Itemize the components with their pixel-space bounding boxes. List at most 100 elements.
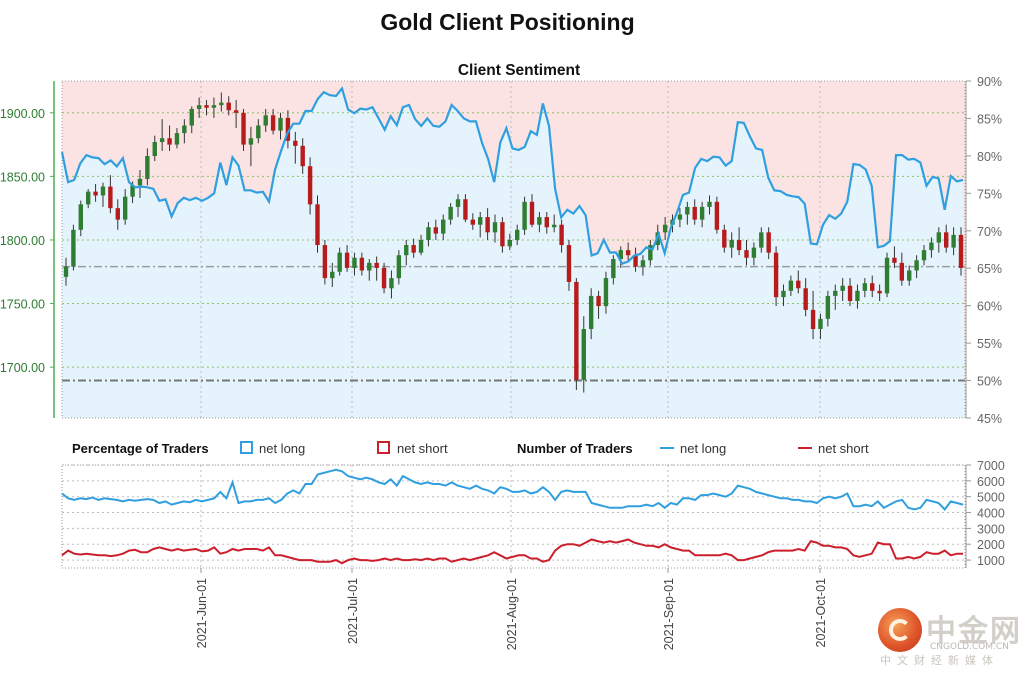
candle-body bbox=[648, 245, 653, 261]
candle-body bbox=[685, 206, 690, 215]
candle-body bbox=[233, 110, 239, 113]
candle-body bbox=[463, 199, 468, 220]
candle-body bbox=[241, 112, 246, 145]
candle-body bbox=[810, 309, 816, 329]
candle-body bbox=[936, 232, 942, 243]
candle-body bbox=[596, 295, 601, 307]
candle-body bbox=[603, 278, 609, 307]
legend-net-short-pct-swatch bbox=[377, 441, 390, 454]
candle-body bbox=[640, 260, 646, 267]
candle-body bbox=[907, 270, 912, 281]
candle-body bbox=[537, 217, 542, 225]
candle-body bbox=[759, 232, 764, 248]
candle-body bbox=[352, 257, 357, 268]
date-tick-label: 2021-Jun-01 bbox=[195, 578, 209, 648]
candle-body bbox=[122, 196, 128, 220]
candle-body bbox=[167, 138, 172, 145]
candle-body bbox=[174, 133, 180, 145]
candle-body bbox=[485, 217, 490, 233]
candle-body bbox=[293, 140, 298, 146]
candle-body bbox=[470, 219, 476, 225]
candle-body bbox=[921, 250, 927, 261]
candle-body bbox=[196, 105, 202, 109]
price-tick-label: 1900.00 bbox=[0, 107, 45, 121]
candle-body bbox=[315, 204, 320, 246]
legend-net-long-pct-label: net long bbox=[259, 441, 305, 456]
candle-body bbox=[892, 257, 897, 263]
candle-body bbox=[367, 262, 372, 271]
date-tick-label: 2021-Aug-01 bbox=[505, 578, 519, 650]
candle-body bbox=[85, 191, 91, 205]
candle-body bbox=[404, 245, 409, 256]
candle-body bbox=[71, 229, 76, 267]
candle-body bbox=[773, 252, 779, 298]
candle-body bbox=[551, 224, 557, 228]
candle-body bbox=[278, 117, 283, 131]
candle-body bbox=[544, 217, 549, 228]
candle-body bbox=[145, 156, 150, 179]
net-short-count-line bbox=[61, 538, 963, 565]
candle-body bbox=[108, 186, 113, 209]
page-title: Gold Client Positioning bbox=[380, 9, 635, 35]
candle-body bbox=[441, 219, 446, 234]
count-tick-label: 6000 bbox=[977, 475, 1005, 489]
candle-body bbox=[707, 201, 712, 207]
candle-body bbox=[322, 245, 328, 279]
candle-body bbox=[307, 166, 313, 205]
candle-body bbox=[625, 250, 631, 256]
candle-body bbox=[714, 201, 720, 230]
count-plot-frame bbox=[61, 464, 966, 569]
candle-body bbox=[93, 191, 98, 196]
count-tick-label: 7000 bbox=[977, 459, 1005, 473]
candle-body bbox=[248, 138, 254, 145]
candle-body bbox=[418, 239, 424, 253]
count-tick-label: 2000 bbox=[977, 538, 1005, 552]
candle-body bbox=[958, 234, 964, 268]
count-tick-label: 4000 bbox=[977, 507, 1005, 521]
sentiment-tick-label: 90% bbox=[977, 75, 1002, 89]
candle-body bbox=[263, 115, 268, 126]
candle-body bbox=[189, 108, 194, 126]
net-long-count-line bbox=[61, 468, 964, 511]
net-long-area bbox=[62, 88, 965, 418]
candle-body bbox=[855, 290, 860, 302]
date-tick-label: 2021-Oct-01 bbox=[814, 578, 828, 648]
candle-body bbox=[63, 266, 69, 277]
candle-body bbox=[944, 232, 949, 248]
candle-body bbox=[766, 232, 771, 253]
candle-body bbox=[78, 204, 83, 230]
candle-body bbox=[722, 229, 727, 248]
candle-body bbox=[862, 283, 868, 291]
candle-body bbox=[182, 125, 187, 134]
candle-body bbox=[699, 206, 705, 220]
main-plot-frame bbox=[61, 80, 966, 419]
candle-body bbox=[300, 145, 305, 167]
candle-body bbox=[256, 125, 261, 139]
candle-body bbox=[285, 117, 291, 141]
candle-body bbox=[270, 115, 276, 131]
sentiment-tick-label: 45% bbox=[977, 412, 1002, 426]
candle-body bbox=[204, 105, 209, 108]
candle-body bbox=[825, 295, 831, 319]
candle-body bbox=[744, 250, 749, 258]
candle-body bbox=[581, 328, 586, 380]
watermark: 中金网 CNGOLD.COM.CN 中文财经新媒体 bbox=[878, 606, 1028, 668]
candle-body bbox=[751, 247, 757, 258]
candle-body bbox=[840, 285, 845, 291]
sentiment-tick-label: 55% bbox=[977, 337, 1002, 351]
date-tick-label: 2021-Sep-01 bbox=[662, 578, 676, 650]
legend-net-long-count-label: net long bbox=[680, 441, 726, 456]
candle-body bbox=[507, 239, 513, 247]
candle-body bbox=[588, 295, 594, 329]
candle-body bbox=[100, 186, 106, 196]
candle-body bbox=[833, 290, 838, 296]
candle-body bbox=[574, 281, 579, 380]
chart-subtitle: Client Sentiment bbox=[458, 62, 580, 79]
candle-body bbox=[788, 280, 794, 291]
candle-body bbox=[611, 259, 616, 279]
candle-body bbox=[492, 222, 498, 233]
candle-body bbox=[359, 257, 365, 271]
candle-body bbox=[559, 224, 564, 246]
count-tick-label: 3000 bbox=[977, 522, 1005, 536]
